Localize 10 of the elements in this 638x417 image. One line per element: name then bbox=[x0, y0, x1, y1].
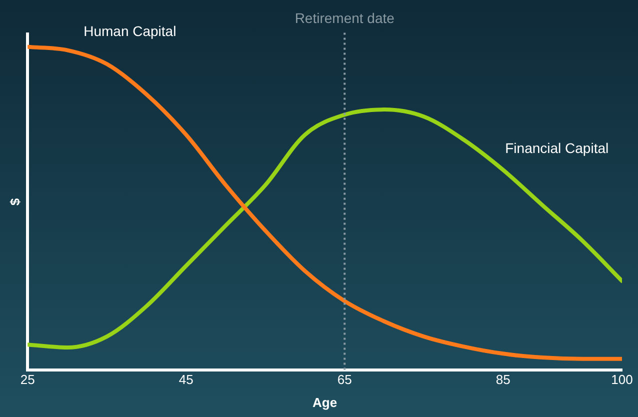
series-label: Financial Capital bbox=[505, 140, 609, 156]
series-label: Human Capital bbox=[84, 22, 176, 39]
x-tick-label: 85 bbox=[496, 372, 510, 388]
x-tick-label: 65 bbox=[337, 372, 352, 388]
x-axis-title: Age bbox=[312, 394, 338, 410]
ref-line-label: Retirement date bbox=[294, 10, 395, 26]
y-axis-title: $ bbox=[7, 198, 22, 206]
x-tick-label: 25 bbox=[20, 372, 35, 388]
x-tick-label: 100 bbox=[611, 372, 633, 388]
x-tick-label: 45 bbox=[178, 372, 194, 388]
